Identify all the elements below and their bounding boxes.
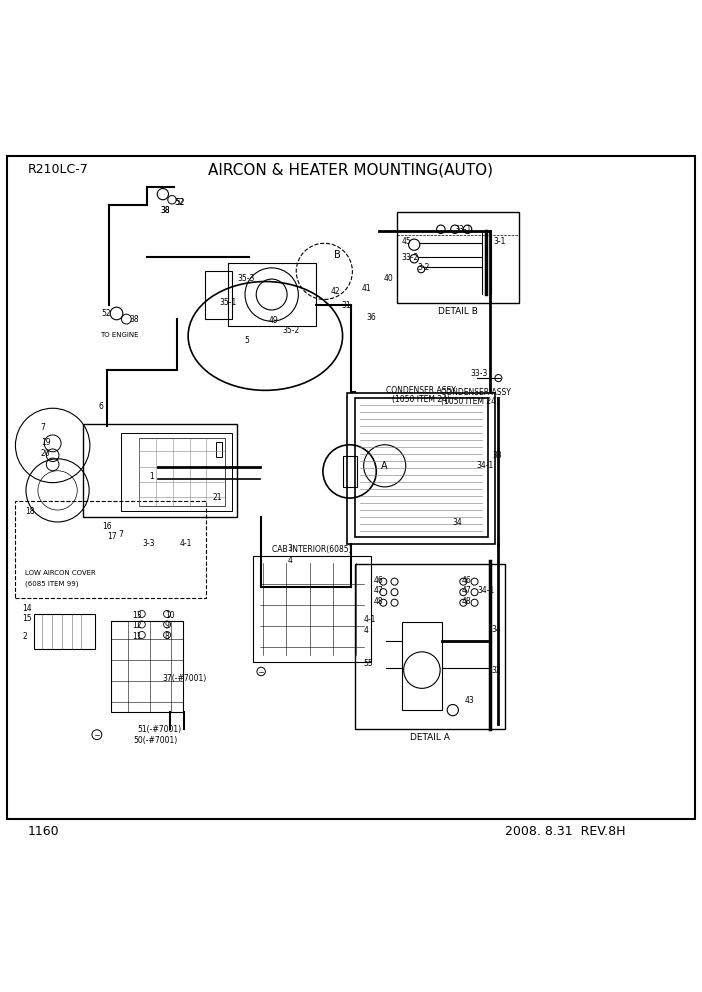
Text: 35-2: 35-2 bbox=[282, 325, 300, 335]
Bar bbox=[216, 442, 222, 457]
Bar bbox=[139, 438, 225, 506]
Text: CONDENSER ASSY: CONDENSER ASSY bbox=[386, 386, 456, 395]
Text: 31: 31 bbox=[341, 301, 351, 310]
Text: 4-1: 4-1 bbox=[180, 540, 192, 549]
Text: A: A bbox=[381, 461, 388, 471]
Text: 15: 15 bbox=[22, 614, 32, 623]
Text: 6: 6 bbox=[98, 402, 103, 411]
Bar bbox=[34, 614, 95, 649]
Text: 33: 33 bbox=[493, 450, 503, 459]
Text: 14: 14 bbox=[22, 604, 32, 613]
Text: 33-3: 33-3 bbox=[470, 369, 488, 378]
Bar bbox=[402, 622, 442, 710]
Text: 12: 12 bbox=[132, 621, 142, 630]
Text: 40: 40 bbox=[384, 274, 394, 283]
Text: 38: 38 bbox=[130, 314, 140, 323]
Text: 41: 41 bbox=[362, 285, 371, 294]
Bar bbox=[253, 556, 371, 663]
Text: 34-1: 34-1 bbox=[477, 586, 495, 595]
Text: 16: 16 bbox=[102, 522, 112, 531]
Text: 47: 47 bbox=[373, 586, 383, 595]
Text: 46: 46 bbox=[462, 575, 472, 584]
Text: 52: 52 bbox=[102, 309, 112, 318]
Text: B: B bbox=[333, 250, 340, 260]
Bar bbox=[397, 211, 519, 303]
Text: TO ENGINE: TO ENGINE bbox=[100, 331, 138, 337]
Text: 38: 38 bbox=[160, 205, 170, 215]
Text: 4: 4 bbox=[288, 557, 293, 565]
Text: 2: 2 bbox=[22, 632, 27, 641]
Text: 48: 48 bbox=[462, 597, 472, 606]
Text: 33-1: 33-1 bbox=[455, 225, 472, 234]
Text: 46: 46 bbox=[373, 575, 383, 584]
Text: 2008. 8.31  REV.8H: 2008. 8.31 REV.8H bbox=[505, 825, 626, 838]
Text: 3-3: 3-3 bbox=[143, 540, 155, 549]
Text: 38: 38 bbox=[160, 205, 170, 215]
Bar bbox=[205, 272, 232, 319]
Text: 17: 17 bbox=[107, 533, 117, 542]
Text: 48: 48 bbox=[373, 597, 383, 606]
Text: 7: 7 bbox=[118, 530, 123, 539]
Text: 49: 49 bbox=[269, 316, 279, 325]
Text: 50(-#7001): 50(-#7001) bbox=[133, 736, 178, 745]
Bar bbox=[15, 501, 206, 598]
Text: (1050 ITEM 24): (1050 ITEM 24) bbox=[392, 395, 450, 404]
Text: AIRCON & HEATER MOUNTING(AUTO): AIRCON & HEATER MOUNTING(AUTO) bbox=[208, 162, 494, 177]
Text: 34: 34 bbox=[453, 518, 463, 527]
Text: 20: 20 bbox=[41, 449, 51, 458]
Text: R210LC-7: R210LC-7 bbox=[28, 163, 89, 176]
Text: 1160: 1160 bbox=[28, 825, 60, 838]
Text: 3: 3 bbox=[288, 545, 293, 554]
Text: DETAIL B: DETAIL B bbox=[438, 307, 478, 315]
Text: 36: 36 bbox=[366, 313, 376, 322]
Text: 35-1: 35-1 bbox=[219, 298, 237, 307]
Text: 47: 47 bbox=[462, 586, 472, 595]
Text: 11: 11 bbox=[132, 632, 142, 641]
Text: 34-1: 34-1 bbox=[476, 460, 494, 469]
Bar bbox=[111, 621, 183, 712]
Text: (6085 ITEM 99): (6085 ITEM 99) bbox=[25, 580, 79, 587]
Text: 13: 13 bbox=[132, 611, 142, 620]
Bar bbox=[83, 425, 237, 517]
Text: 4: 4 bbox=[364, 626, 369, 635]
Text: 35-3: 35-3 bbox=[237, 274, 255, 283]
Text: 7: 7 bbox=[41, 424, 46, 433]
Text: 5: 5 bbox=[244, 335, 249, 344]
Text: 52: 52 bbox=[176, 198, 185, 207]
Bar bbox=[347, 393, 495, 544]
Text: 33-2: 33-2 bbox=[402, 253, 419, 262]
Text: 51(-#7001): 51(-#7001) bbox=[138, 725, 182, 734]
Bar bbox=[355, 398, 488, 537]
Text: CAB INTERIOR(6085): CAB INTERIOR(6085) bbox=[272, 545, 352, 554]
Text: 45: 45 bbox=[402, 237, 411, 246]
Text: 19: 19 bbox=[41, 438, 51, 447]
Bar bbox=[121, 433, 232, 512]
Text: 8: 8 bbox=[165, 632, 170, 641]
Text: 9: 9 bbox=[165, 621, 170, 630]
Text: (1050 ITEM 24): (1050 ITEM 24) bbox=[441, 397, 499, 406]
Bar bbox=[355, 564, 505, 729]
Text: CONDENSER ASSY: CONDENSER ASSY bbox=[441, 388, 511, 397]
Bar bbox=[343, 456, 357, 487]
Text: 3-1: 3-1 bbox=[494, 237, 506, 246]
Text: 34: 34 bbox=[491, 625, 501, 634]
Text: 55: 55 bbox=[364, 659, 373, 668]
Text: 18: 18 bbox=[25, 507, 35, 516]
Text: 4-1: 4-1 bbox=[364, 615, 376, 624]
Text: 3-2: 3-2 bbox=[418, 263, 430, 273]
Text: 43: 43 bbox=[465, 696, 475, 705]
Text: 1: 1 bbox=[149, 472, 154, 481]
Text: 32: 32 bbox=[491, 666, 501, 675]
Text: 42: 42 bbox=[330, 287, 340, 296]
Text: 10: 10 bbox=[165, 611, 175, 620]
Text: 37(-#7001): 37(-#7001) bbox=[163, 674, 207, 683]
Text: DETAIL A: DETAIL A bbox=[410, 733, 450, 742]
Bar bbox=[228, 263, 316, 326]
Text: 21: 21 bbox=[212, 493, 222, 502]
Text: 52: 52 bbox=[174, 198, 184, 207]
Text: LOW AIRCON COVER: LOW AIRCON COVER bbox=[25, 570, 96, 576]
